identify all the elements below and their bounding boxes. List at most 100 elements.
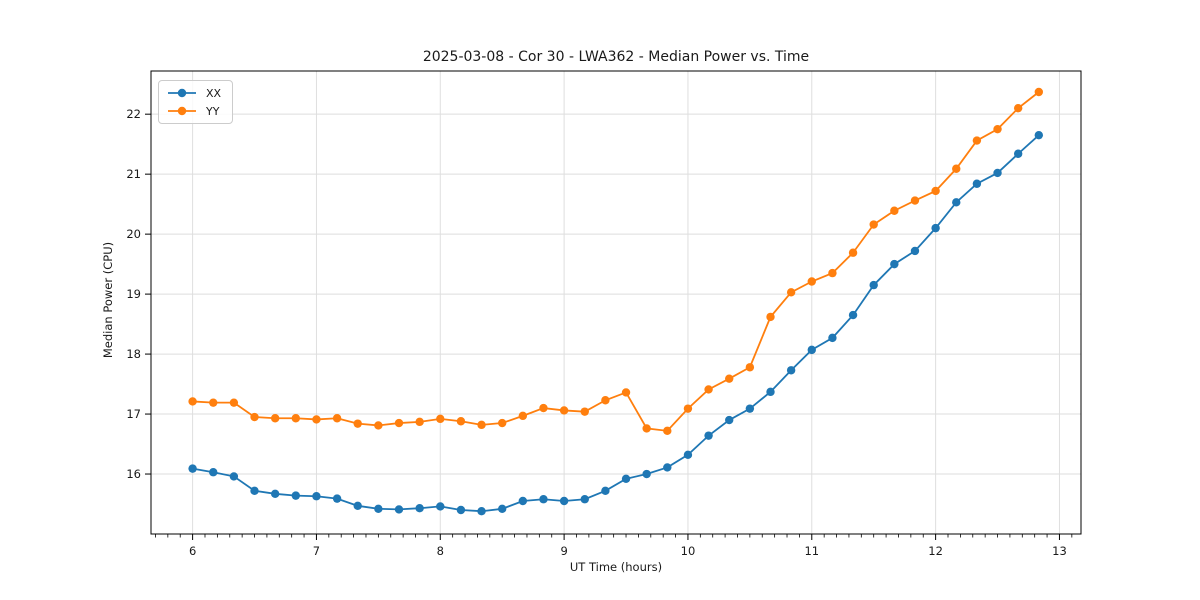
- data-point-yy: [807, 277, 816, 286]
- data-point-xx: [848, 310, 858, 320]
- data-point-yy: [725, 374, 734, 383]
- data-point-yy: [477, 420, 486, 430]
- legend-marker-xx: [168, 88, 196, 98]
- x-tick-label: 9: [560, 544, 567, 558]
- x-tick-label: 7: [313, 544, 320, 558]
- data-point-xx: [683, 450, 693, 460]
- data-point-yy: [890, 206, 899, 215]
- data-point-xx: [580, 495, 589, 504]
- data-point-yy: [786, 288, 796, 297]
- data-point-xx: [725, 415, 734, 425]
- plot-border: [150, 70, 1082, 535]
- data-point-xx: [436, 502, 445, 511]
- legend: XX YY: [158, 80, 234, 124]
- legend-label: YY: [206, 104, 220, 118]
- data-point-xx: [1034, 130, 1044, 140]
- data-point-yy: [683, 404, 693, 413]
- data-point-xx: [229, 472, 239, 481]
- data-point-xx: [786, 366, 796, 375]
- x-tick-label: 12: [928, 544, 943, 558]
- legend-item-xx: XX: [167, 86, 221, 100]
- data-point-yy: [498, 418, 507, 428]
- data-point-yy: [332, 414, 342, 423]
- data-point-yy: [539, 403, 548, 413]
- data-point-yy: [621, 388, 631, 397]
- data-point-yy: [270, 414, 280, 423]
- y-tick-label: 21: [126, 167, 141, 181]
- series-line-xx: [192, 134, 1040, 513]
- data-point-yy: [312, 415, 321, 424]
- data-point-xx: [807, 345, 816, 355]
- data-point-xx: [952, 198, 961, 207]
- data-point-yy: [869, 220, 878, 229]
- data-point-xx: [559, 496, 569, 506]
- data-point-yy: [1034, 87, 1044, 97]
- data-point-xx: [250, 486, 259, 496]
- data-point-xx: [931, 223, 940, 233]
- data-point-xx: [869, 280, 878, 290]
- data-point-yy: [559, 406, 569, 415]
- data-point-xx: [415, 504, 424, 513]
- y-axis-label: Median Power (CPU): [101, 241, 115, 359]
- data-point-yy: [993, 124, 1002, 134]
- data-point-xx: [291, 491, 300, 500]
- data-point-xx: [972, 179, 982, 188]
- y-tick-label: 18: [126, 347, 141, 361]
- data-point-yy: [972, 136, 982, 145]
- data-point-yy: [745, 363, 755, 372]
- y-tick-label: 17: [126, 407, 141, 421]
- data-point-xx: [188, 464, 197, 473]
- x-tick-label: 10: [681, 544, 696, 558]
- data-point-xx: [456, 505, 466, 515]
- data-point-yy: [456, 417, 466, 426]
- data-point-yy: [580, 407, 589, 416]
- data-point-xx: [539, 495, 548, 504]
- data-point-xx: [477, 507, 486, 516]
- x-tick-label: 13: [1052, 544, 1067, 558]
- x-tick-label: 11: [804, 544, 819, 558]
- data-point-xx: [518, 496, 528, 506]
- data-point-xx: [353, 501, 362, 511]
- chart-title: 2025-03-08 - Cor 30 - LWA362 - Median Po…: [422, 49, 810, 65]
- data-point-yy: [250, 412, 259, 422]
- data-point-xx: [663, 463, 672, 472]
- legend-label: XX: [206, 86, 222, 100]
- data-point-yy: [291, 414, 300, 423]
- data-point-xx: [332, 494, 342, 503]
- data-point-xx: [766, 387, 775, 397]
- data-point-yy: [848, 248, 858, 257]
- data-point-xx: [394, 505, 404, 514]
- data-point-xx: [621, 474, 631, 484]
- data-point-yy: [663, 426, 672, 436]
- y-tick-label: 20: [126, 227, 141, 241]
- data-point-yy: [931, 186, 940, 196]
- data-point-xx: [498, 504, 507, 514]
- data-point-xx: [374, 504, 383, 514]
- data-point-xx: [828, 333, 837, 343]
- legend-marker-yy: [168, 106, 196, 116]
- data-point-yy: [394, 418, 404, 428]
- legend-item-yy: YY: [167, 104, 221, 118]
- data-point-yy: [374, 421, 383, 430]
- x-tick-label: 8: [437, 544, 444, 558]
- data-point-yy: [704, 385, 713, 394]
- data-point-xx: [642, 469, 651, 479]
- data-point-xx: [601, 486, 610, 496]
- data-point-yy: [601, 396, 610, 405]
- data-point-yy: [209, 398, 218, 407]
- data-point-yy: [353, 419, 362, 428]
- legend-dot: [177, 106, 187, 116]
- data-point-xx: [890, 259, 899, 269]
- legend-dot: [177, 88, 187, 98]
- data-point-yy: [436, 414, 445, 424]
- x-tick-label: 6: [189, 544, 196, 558]
- data-point-xx: [745, 404, 755, 413]
- data-point-xx: [209, 468, 218, 477]
- data-point-yy: [828, 268, 837, 278]
- data-point-yy: [229, 398, 239, 407]
- data-point-yy: [1013, 103, 1023, 113]
- data-point-xx: [270, 489, 280, 499]
- data-point-yy: [188, 397, 197, 406]
